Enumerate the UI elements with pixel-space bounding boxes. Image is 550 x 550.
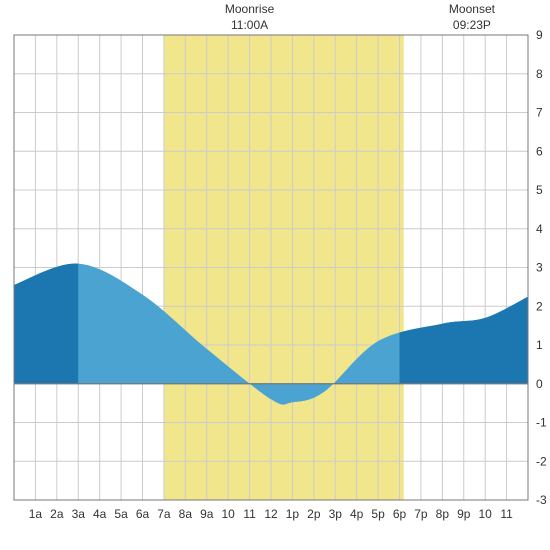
x-tick-label: 3a [72, 507, 86, 521]
x-tick-label: 7a [157, 507, 171, 521]
y-tick-label: 3 [536, 261, 543, 275]
y-tick-label: -3 [536, 493, 547, 507]
y-tick-label: -1 [536, 416, 547, 430]
x-tick-label: 5p [371, 507, 385, 521]
y-tick-label: 5 [536, 183, 543, 197]
x-tick-label: 9p [457, 507, 471, 521]
moonset-label: Moonset 09:23P [432, 2, 512, 33]
moonset-title: Moonset [432, 2, 512, 18]
y-tick-label: 6 [536, 144, 543, 158]
x-tick-label: 4a [93, 507, 107, 521]
y-tick-label: 2 [536, 299, 543, 313]
x-tick-label: 6a [136, 507, 150, 521]
tide-chart: -3-2-101234567891a2a3a4a5a6a7a8a9a101112… [0, 0, 550, 550]
x-tick-label: 2a [50, 507, 64, 521]
y-tick-label: 9 [536, 28, 543, 42]
x-tick-label: 12 [264, 507, 278, 521]
x-tick-label: 10 [478, 507, 492, 521]
y-tick-label: 0 [536, 377, 543, 391]
moonrise-title: Moonrise [210, 2, 290, 18]
y-tick-label: 8 [536, 67, 543, 81]
x-tick-label: 10 [221, 507, 235, 521]
x-tick-label: 7p [414, 507, 428, 521]
x-tick-label: 2p [307, 507, 321, 521]
moonrise-label: Moonrise 11:00A [210, 2, 290, 33]
x-tick-label: 11 [500, 507, 513, 521]
x-tick-label: 6p [393, 507, 407, 521]
x-tick-label: 4p [350, 507, 364, 521]
y-tick-label: 7 [536, 106, 543, 120]
x-tick-label: 8a [179, 507, 193, 521]
x-tick-label: 9a [200, 507, 214, 521]
x-tick-label: 3p [329, 507, 343, 521]
x-tick-label: 5a [114, 507, 128, 521]
x-tick-label: 8p [436, 507, 450, 521]
x-tick-label: 1a [29, 507, 43, 521]
moonset-time: 09:23P [432, 18, 512, 34]
x-tick-label: 11 [243, 507, 256, 521]
y-tick-label: 4 [536, 222, 543, 236]
y-tick-label: 1 [536, 338, 543, 352]
y-tick-label: -2 [536, 454, 547, 468]
moonrise-time: 11:00A [210, 18, 290, 34]
x-tick-label: 1p [286, 507, 300, 521]
